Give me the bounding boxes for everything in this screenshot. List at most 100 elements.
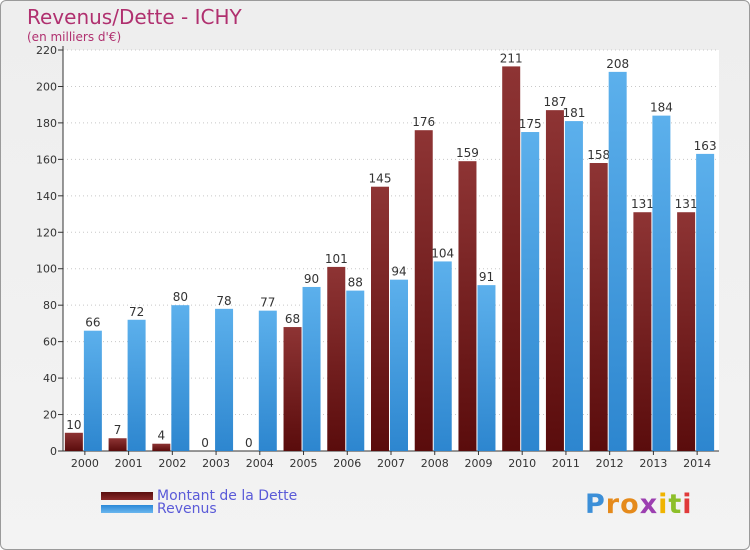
chart-subtitle: (en milliers d'€) [27, 30, 122, 44]
legend-label-dette: Montant de la Dette [157, 488, 298, 504]
data-label-revenus: 77 [260, 296, 275, 310]
legend-item-dette: Montant de la Dette [101, 488, 297, 504]
bar-dette [64, 432, 83, 451]
bar-revenus [258, 310, 277, 451]
logo-letter: i [658, 489, 669, 520]
x-tick-label: 2006 [333, 457, 361, 470]
bar-revenus [477, 285, 496, 451]
bar-revenus [652, 115, 671, 452]
data-label-revenus: 80 [173, 290, 188, 304]
data-label-dette: 159 [456, 146, 479, 160]
bar-dette [108, 438, 127, 451]
y-tick-label: 100 [36, 263, 57, 276]
data-label-revenus: 184 [650, 101, 673, 115]
legend-swatch-dette [101, 492, 153, 500]
x-tick-label: 2001 [115, 457, 143, 470]
logo-letter: o [620, 489, 640, 520]
x-tick-label: 2011 [552, 457, 580, 470]
y-tick-label: 60 [43, 336, 57, 349]
bar-revenus [215, 308, 234, 451]
x-tick-label: 2012 [596, 457, 624, 470]
data-label-dette: 10 [66, 418, 81, 432]
data-label-dette: 131 [631, 197, 654, 211]
data-label-dette: 158 [587, 148, 610, 162]
bar-revenus [608, 71, 627, 451]
x-tick-label: 2004 [246, 457, 274, 470]
data-label-revenus: 104 [431, 246, 454, 260]
data-label-dette: 187 [543, 95, 566, 109]
bar-revenus [564, 121, 583, 451]
data-label-dette: 4 [158, 429, 166, 443]
bar-revenus [346, 290, 365, 451]
logo-letter: P [585, 489, 606, 520]
y-tick-label: 0 [50, 445, 57, 458]
data-label-dette: 176 [412, 115, 435, 129]
logo-letter: x [639, 489, 659, 520]
bar-revenus [521, 132, 540, 452]
legend-label-revenus: Revenus [157, 501, 217, 517]
bar-revenus [83, 330, 102, 451]
bar-revenus [696, 153, 715, 452]
data-label-revenus: 175 [519, 117, 542, 131]
data-label-revenus: 78 [216, 294, 231, 308]
y-tick-label: 80 [43, 299, 57, 312]
x-tick-label: 2013 [639, 457, 667, 470]
bar-revenus [302, 286, 321, 451]
data-label-dette: 0 [245, 436, 253, 450]
data-label-revenus: 90 [304, 272, 319, 286]
bar-dette [545, 110, 564, 452]
data-label-dette: 7 [114, 423, 122, 437]
bar-revenus [127, 319, 146, 451]
bar-dette [283, 327, 302, 451]
x-tick-label: 2009 [464, 457, 492, 470]
logo-letter: i [682, 489, 693, 520]
data-label-revenus: 208 [606, 57, 629, 71]
x-tick-label: 2014 [683, 457, 711, 470]
data-label-revenus: 94 [391, 265, 406, 279]
y-tick-label: 120 [36, 226, 57, 239]
bar-dette [458, 161, 477, 451]
data-label-dette: 211 [500, 51, 523, 65]
x-tick-label: 2000 [71, 457, 99, 470]
bar-revenus [433, 261, 452, 451]
x-tick-label: 2002 [158, 457, 186, 470]
data-label-revenus: 181 [562, 106, 585, 120]
chart-title: Revenus/Dette - ICHY [27, 5, 242, 29]
bar-dette [414, 130, 433, 451]
x-tick-label: 2003 [202, 457, 230, 470]
bar-dette [371, 186, 389, 452]
logo-letter: t [668, 489, 683, 520]
bar-dette [152, 443, 171, 451]
data-label-revenus: 91 [479, 270, 494, 284]
x-tick-label: 2010 [508, 457, 536, 470]
bar-dette [677, 212, 696, 451]
data-label-revenus: 66 [85, 316, 100, 330]
y-tick-label: 140 [36, 190, 57, 203]
data-label-revenus: 88 [348, 276, 363, 290]
x-tick-label: 2007 [377, 457, 405, 470]
proxiti-logo: Proxiti [585, 489, 693, 520]
bar-dette [502, 66, 521, 452]
data-label-revenus: 163 [694, 139, 717, 153]
legend-item-revenus: Revenus [101, 501, 217, 517]
data-label-revenus: 72 [129, 305, 144, 319]
bar-revenus [390, 279, 408, 451]
x-tick-label: 2008 [421, 457, 449, 470]
y-tick-label: 20 [43, 409, 57, 422]
data-label-dette: 145 [369, 172, 392, 186]
bar-dette [589, 163, 608, 451]
data-label-dette: 68 [285, 312, 300, 326]
legend-swatch-revenus [101, 505, 153, 513]
data-label-dette: 0 [201, 436, 209, 450]
y-tick-label: 220 [36, 44, 57, 57]
y-tick-label: 160 [36, 153, 57, 166]
bar-revenus [171, 305, 190, 451]
y-tick-label: 180 [36, 117, 57, 130]
bar-dette [327, 266, 346, 451]
x-tick-label: 2005 [290, 457, 318, 470]
logo-letter: r [605, 489, 621, 520]
bar-dette [633, 212, 652, 451]
data-label-dette: 101 [325, 252, 348, 266]
